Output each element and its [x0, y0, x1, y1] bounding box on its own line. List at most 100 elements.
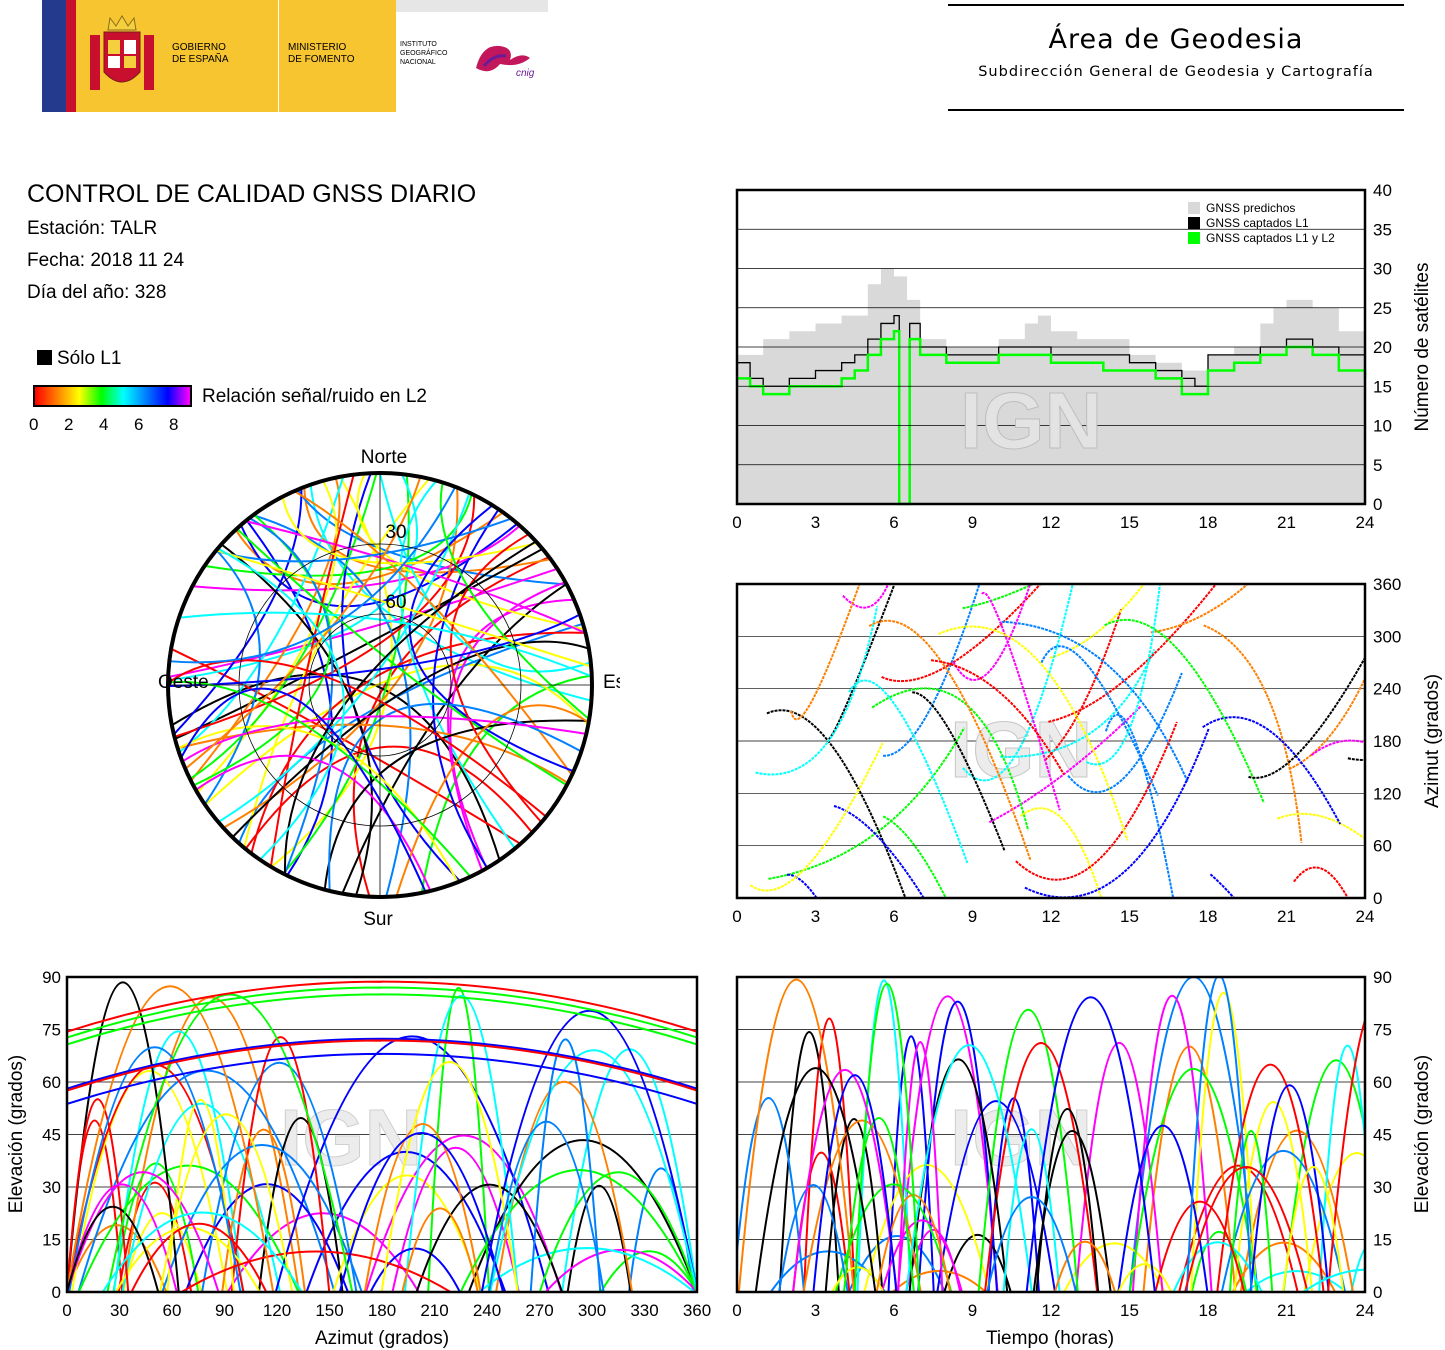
elevation-time-track	[863, 1164, 991, 1292]
satellite-count-chart: IGN GNSS predichos GNSS captados L1 GNSS…	[732, 181, 1433, 532]
skyplot-track	[269, 474, 355, 867]
elevation-time-track	[896, 995, 999, 1292]
elevation-azimuth-track	[488, 1120, 605, 1292]
skyplot-track	[170, 647, 521, 845]
elevation-time-track	[1185, 977, 1253, 1292]
snr-tick: 2	[64, 415, 74, 434]
x-tick-label: 6	[889, 1301, 898, 1320]
elevation-azimuth-track	[538, 1171, 697, 1292]
elevation-azimuth-track	[166, 1098, 235, 1292]
north-label: Norte	[361, 447, 407, 468]
count-y-ticks: 0 5 10 15 20 25 30 35 40	[1373, 181, 1392, 514]
area-title: Área de Geodesia	[1048, 24, 1304, 55]
elevation-azimuth-ylabel: Elevación (grados)	[6, 1055, 27, 1213]
skyplot-track	[168, 680, 472, 878]
x-tick-label: 9	[968, 907, 977, 926]
x-tick-label: 24	[1356, 513, 1375, 532]
skyplot-track	[180, 687, 427, 893]
x-tick-label: 18	[1199, 1301, 1218, 1320]
gobierno-logo-block: GOBIERNO DE ESPAÑA MINISTERIO DE FOMENTO	[42, 0, 396, 112]
azimuth-track	[1015, 721, 1178, 881]
header-gray-bar	[396, 0, 548, 12]
azimuth-track	[768, 727, 966, 880]
elevation-azimuth-track	[363, 1123, 482, 1292]
elevation-time-track	[1231, 1241, 1337, 1292]
snr-tick: 8	[169, 415, 179, 434]
elevation-azimuth-track	[67, 1098, 130, 1292]
count-x-ticks: 0 3 6 9 12 15 18 21 24	[732, 513, 1374, 532]
skyplot-track	[215, 517, 512, 563]
series-l1l2-line	[737, 330, 1367, 506]
elevation-time-track	[936, 1100, 1056, 1292]
azimuth-track	[1150, 584, 1250, 634]
x-tick-label: 30	[110, 1301, 129, 1320]
azimuth-tracks	[749, 584, 1365, 898]
azimuth-track	[1276, 812, 1365, 841]
cnig-logo-icon: cnig	[476, 45, 535, 79]
snr-colorbar	[33, 385, 192, 407]
x-tick-label: 12	[1042, 513, 1061, 532]
x-tick-label: 240	[473, 1301, 501, 1320]
elevation-time-track	[1053, 1240, 1116, 1292]
elevation-azimuth-track	[427, 987, 491, 1292]
azimuth-track	[981, 591, 1061, 811]
x-tick-label: 18	[1199, 907, 1218, 926]
skyplot-track	[178, 475, 345, 754]
x-tick-label: 270	[525, 1301, 553, 1320]
x-tick-label: 15	[1120, 1301, 1139, 1320]
x-tick-label: 210	[420, 1301, 448, 1320]
snr-tick-labels: 0 2 4 6 8	[29, 415, 199, 437]
elevation-azimuth-track	[77, 1164, 300, 1292]
skyplot-track	[203, 549, 261, 805]
skyplot-track	[168, 473, 419, 682]
skyplot-track	[204, 663, 589, 806]
azimuth-track	[1024, 727, 1210, 898]
y-tick-label: 0	[1373, 495, 1382, 514]
x-tick-label: 360	[683, 1301, 711, 1320]
x-tick-label: 24	[1356, 1301, 1375, 1320]
y-tick-label: 300	[1373, 627, 1401, 646]
x-tick-label: 18	[1199, 513, 1218, 532]
y-tick-label: 90	[1373, 968, 1392, 987]
azimuth-track	[1049, 584, 1146, 659]
y-tick-label: 360	[1373, 575, 1401, 594]
legend-swatch-l1l2	[1188, 232, 1200, 244]
elevation-time-track	[1190, 1230, 1248, 1292]
elevation-azimuth-track	[101, 1211, 303, 1292]
elevation-time-track	[943, 1233, 1012, 1292]
x-tick-label: 9	[968, 513, 977, 532]
elevation-azimuth-track	[117, 1181, 193, 1292]
y-tick-label: 0	[1373, 889, 1382, 908]
azimuth-track	[827, 584, 896, 741]
elevation-azimuth-track	[67, 1224, 168, 1292]
west-label: Oeste	[158, 672, 209, 693]
instituto-line-2: GEOGRÁFICO	[400, 50, 448, 57]
x-tick-label: 150	[315, 1301, 343, 1320]
azimuth-track	[1293, 866, 1349, 898]
elevation-time-track	[1303, 1152, 1365, 1292]
y-tick-label: 45	[42, 1126, 61, 1145]
skyplot-track	[195, 754, 432, 892]
snr-tick: 0	[29, 415, 39, 434]
skyplot-track	[220, 543, 373, 896]
elevation-time-y-ticks: 0 15 30 45 60 75 90	[1373, 968, 1392, 1302]
legend-label-predichos: GNSS predichos	[1206, 201, 1295, 215]
skyplot-tracks	[168, 473, 592, 897]
elevation-time-track	[1117, 1263, 1173, 1292]
x-tick-label: 3	[811, 1301, 820, 1320]
x-tick-label: 24	[1356, 907, 1375, 926]
x-tick-label: 9	[968, 1301, 977, 1320]
skyplot-track	[169, 486, 457, 664]
skyplot-track	[192, 513, 332, 787]
azimuth-track	[842, 584, 890, 609]
gobierno-line-1: GOBIERNO	[172, 42, 226, 53]
skyplot-track	[283, 540, 537, 875]
elevation-azimuth-plot-frame	[65, 975, 699, 1294]
x-tick-label: 21	[1277, 907, 1296, 926]
y-tick-label: 0	[1373, 1283, 1382, 1302]
snr-tick: 4	[99, 415, 109, 434]
x-tick-label: 0	[732, 907, 741, 926]
x-tick-label: 0	[62, 1301, 71, 1320]
count-plot-frame	[735, 188, 1367, 506]
azimuth-track	[962, 584, 1074, 782]
